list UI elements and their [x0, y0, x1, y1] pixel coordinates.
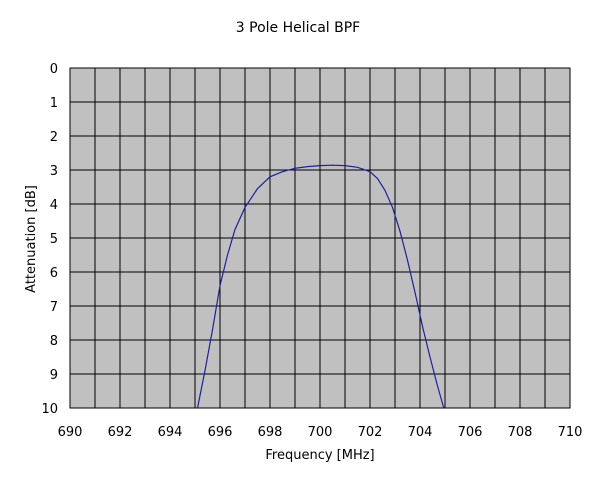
x-tick-label: 710	[558, 425, 583, 440]
y-tick-label: 3	[50, 164, 58, 179]
y-axis-label: Attenuation [dB]	[24, 185, 39, 293]
y-tick-label: 5	[50, 232, 58, 247]
y-tick-label: 4	[50, 198, 58, 213]
y-tick-label: 0	[50, 62, 58, 77]
y-tick-label: 10	[41, 402, 58, 417]
x-tick-label: 700	[308, 425, 333, 440]
gridlines	[69, 67, 571, 409]
y-axis-ticks: 0 1 2 3 4 5 6 7 8 9 10	[41, 62, 58, 417]
y-tick-label: 7	[50, 300, 58, 315]
x-tick-label: 704	[408, 425, 433, 440]
x-tick-label: 696	[208, 425, 233, 440]
y-tick-label: 8	[50, 334, 58, 349]
x-tick-label: 702	[358, 425, 383, 440]
chart-title: 3 Pole Helical BPF	[236, 20, 360, 36]
series-line	[196, 164, 445, 409]
y-tick-label: 6	[50, 266, 58, 281]
x-tick-label: 698	[258, 425, 283, 440]
x-tick-label: 690	[58, 425, 83, 440]
y-tick-label: 1	[50, 96, 58, 111]
x-tick-label: 692	[108, 425, 133, 440]
series-group	[196, 164, 445, 409]
y-tick-label: 9	[50, 368, 58, 383]
x-tick-label: 694	[158, 425, 183, 440]
x-axis-label: Frequency [MHz]	[265, 448, 374, 463]
x-tick-label: 708	[508, 425, 533, 440]
x-axis-ticks: 690 692 694 696 698 700 702 704 706 708 710	[58, 425, 583, 440]
y-tick-label: 2	[50, 130, 58, 145]
x-tick-label: 706	[458, 425, 483, 440]
